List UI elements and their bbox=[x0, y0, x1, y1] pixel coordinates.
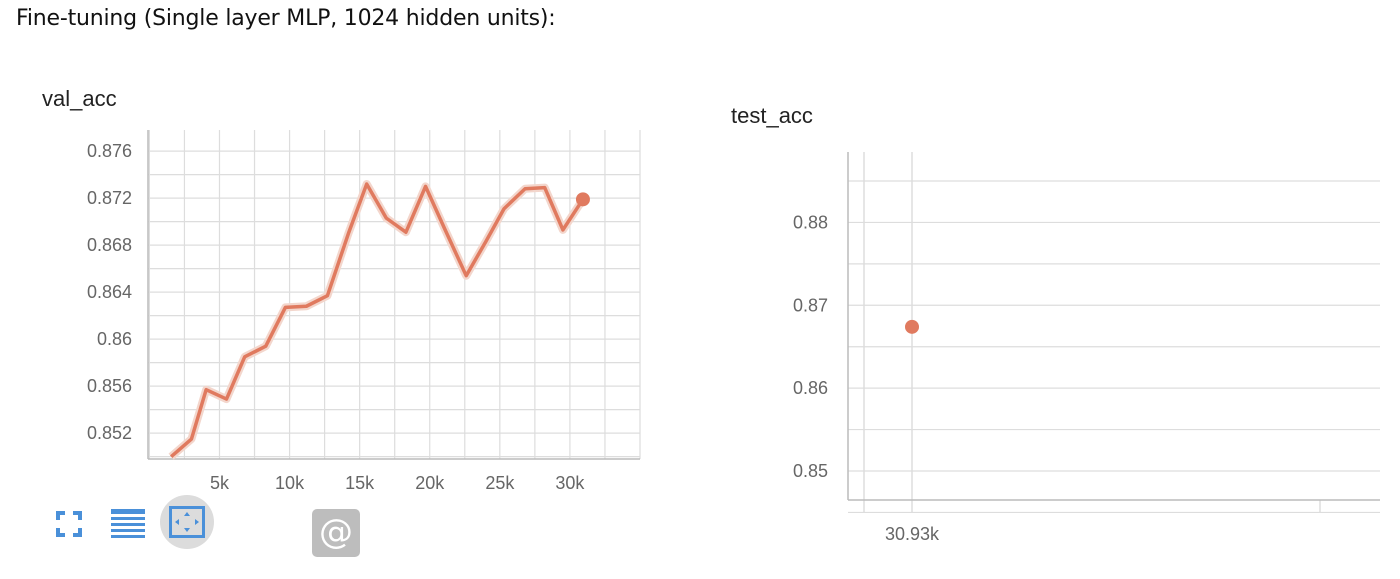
section-heading: Fine-tuning (Single layer MLP, 1024 hidd… bbox=[16, 6, 556, 31]
y-tick-label: 0.868 bbox=[87, 235, 132, 255]
y-tick-label: 0.86 bbox=[97, 329, 132, 349]
series-line bbox=[169, 182, 585, 458]
val-acc-chart-title: val_acc bbox=[42, 86, 117, 111]
y-tick-label: 0.872 bbox=[87, 188, 132, 208]
y-tick-label: 0.852 bbox=[87, 423, 132, 443]
list-icon[interactable] bbox=[111, 509, 145, 539]
y-tick-label: 0.856 bbox=[87, 376, 132, 396]
test-acc-chart[interactable]: 0.88 0.87 0.86 0.85 30.93k bbox=[700, 0, 1400, 579]
y-tick-label: 0.86 bbox=[793, 378, 828, 398]
y-tick-label: 0.864 bbox=[87, 282, 132, 302]
x-tick-label: 15k bbox=[345, 473, 375, 493]
val-acc-chart[interactable]: 0.876 0.872 0.868 0.864 0.86 0.856 0.852 5k 10k 1… bbox=[0, 0, 700, 500]
x-tick-label: 30k bbox=[555, 473, 585, 493]
y-tick-label: 0.85 bbox=[793, 461, 828, 481]
x-tick-label: 30.93k bbox=[885, 524, 940, 544]
y-tick-label: 0.87 bbox=[793, 295, 828, 315]
y-tick-label: 0.876 bbox=[87, 141, 132, 161]
x-tick-label: 20k bbox=[415, 473, 445, 493]
at-icon[interactable]: @ bbox=[312, 509, 360, 557]
x-tick-label: 5k bbox=[210, 473, 230, 493]
x-tick-label: 10k bbox=[275, 473, 305, 493]
test-acc-chart-title: test_acc bbox=[731, 103, 813, 128]
y-tick-label: 0.88 bbox=[793, 212, 828, 232]
fullscreen-icon[interactable] bbox=[56, 511, 82, 537]
series-last-point bbox=[575, 192, 590, 207]
series-line-shadow bbox=[168, 180, 587, 460]
data-point bbox=[905, 319, 919, 334]
fit-to-data-icon[interactable] bbox=[160, 495, 214, 549]
x-tick-label: 25k bbox=[485, 473, 515, 493]
